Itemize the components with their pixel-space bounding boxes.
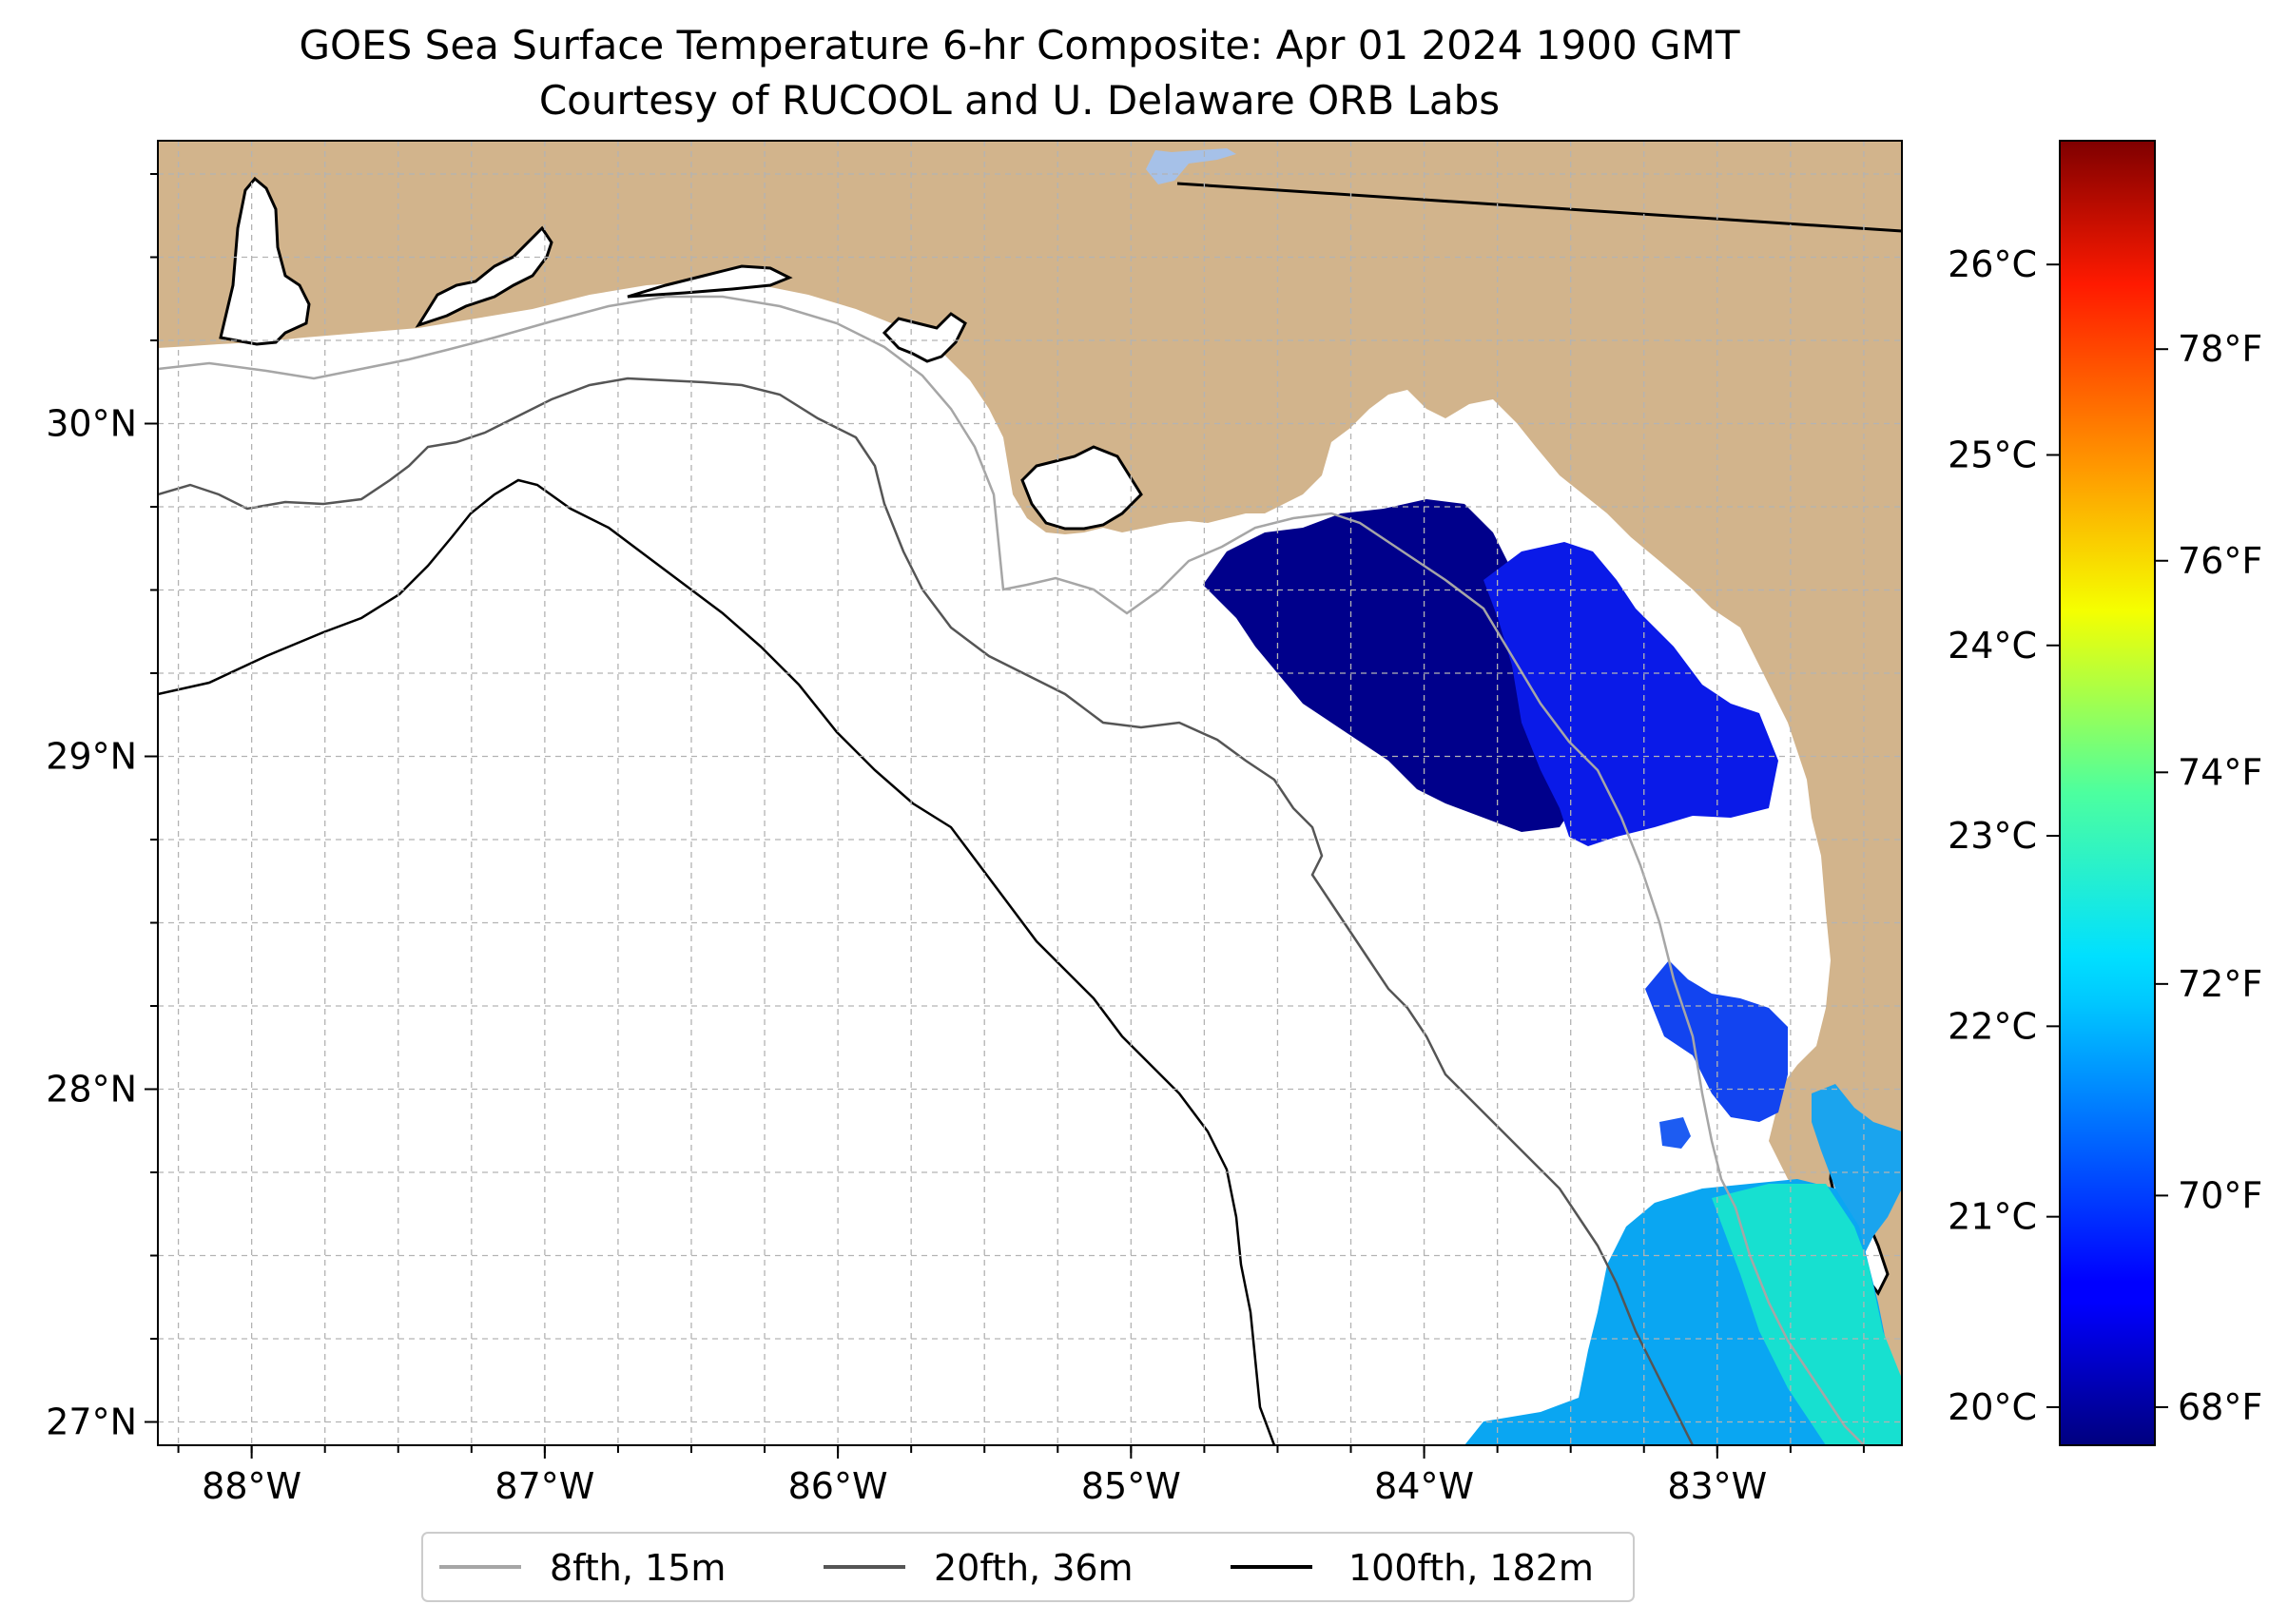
bays — [219, 176, 1890, 1296]
colorbar-fahrenheit-label: 76°F — [2178, 540, 2262, 582]
colorbar-celsius-axis: 20°C 21°C 22°C 23°C 24°C 25°C 26°C — [1948, 243, 2060, 1428]
legend-box — [421, 1532, 1635, 1602]
colorbar-celsius-label: 20°C — [1948, 1386, 2037, 1428]
state-boundary — [1176, 182, 1902, 233]
colorbar-fahrenheit-label: 68°F — [2178, 1386, 2262, 1428]
lon-tick-label: 84°W — [1374, 1465, 1474, 1507]
lake — [1146, 148, 1236, 184]
colorbar: 20°C 21°C 22°C 23°C 24°C 25°C 26°C 68°F 70°F 72°… — [1948, 140, 2262, 1446]
isobath-20fth — [158, 377, 1695, 1445]
sst-patch-small — [1659, 1117, 1691, 1149]
legend-item-100fth: 100fth, 182m — [1231, 1547, 1594, 1589]
sst-patch-tampa — [1812, 1084, 1902, 1255]
legend-label-100fth: 100fth, 182m — [1348, 1547, 1594, 1589]
pensacola-bay — [415, 225, 553, 328]
colorbar-fahrenheit-label: 70°F — [2178, 1174, 2262, 1216]
colorbar-celsius-label: 23°C — [1948, 815, 2037, 857]
legend-label-8fth: 8fth, 15m — [550, 1547, 726, 1589]
sst-patch-big-bend-east — [1483, 542, 1778, 846]
colorbar-fahrenheit-label: 74°F — [2178, 751, 2262, 793]
colorbar-fahrenheit-label: 78°F — [2178, 328, 2262, 370]
map-panel: 88°W 87°W 86°W 85°W 84°W 83°W 30°N 29°N 28°N 27°… — [46, 140, 1903, 1507]
land-area — [158, 141, 1902, 1426]
longitude-axis: 88°W 87°W 86°W 85°W 84°W 83°W — [177, 1445, 1865, 1507]
legend: 8fth, 15m 20fth, 36m 100fth, 182m — [421, 1532, 1635, 1602]
legend-label-20fth: 20fth, 36m — [934, 1547, 1134, 1589]
lon-tick-label: 83°W — [1667, 1465, 1767, 1507]
lat-tick-label: 28°N — [46, 1069, 137, 1111]
legend-item-20fth: 20fth, 36m — [824, 1547, 1134, 1589]
colorbar-celsius-label: 21°C — [1948, 1196, 2037, 1238]
colorbar-fahrenheit-axis: 68°F 70°F 72°F 74°F 76°F 78°F — [2155, 328, 2262, 1428]
latitude-axis: 30°N 29°N 28°N 27°N — [46, 173, 158, 1443]
sst-patch-south-warm — [1712, 1184, 1902, 1445]
lon-tick-label: 85°W — [1081, 1465, 1181, 1507]
map-border — [157, 140, 1903, 1446]
gridlines — [158, 141, 1902, 1445]
lat-tick-label: 30°N — [46, 403, 137, 445]
colorbar-fahrenheit-label: 72°F — [2178, 963, 2262, 1005]
isobath-8fth — [158, 295, 1865, 1445]
colorbar-celsius-label: 26°C — [1948, 243, 2037, 285]
colorbar-celsius-label: 22°C — [1948, 1005, 2037, 1047]
st-andrews-bay — [882, 312, 967, 363]
chart-title-line2: Courtesy of RUCOOL and U. Delaware ORB L… — [539, 77, 1500, 124]
legend-item-8fth: 8fth, 15m — [439, 1547, 726, 1589]
lon-tick-label: 87°W — [494, 1465, 594, 1507]
chart-title-line1: GOES Sea Surface Temperature 6-hr Compos… — [300, 22, 1740, 68]
colorbar-celsius-label: 25°C — [1948, 434, 2037, 475]
isobath-100fth — [158, 478, 1276, 1445]
lon-tick-label: 88°W — [202, 1465, 301, 1507]
lon-tick-label: 86°W — [788, 1465, 888, 1507]
colorbar-celsius-label: 24°C — [1948, 625, 2037, 667]
mobile-bay — [219, 176, 311, 346]
lat-tick-label: 27°N — [46, 1402, 137, 1443]
lat-tick-label: 29°N — [46, 736, 137, 778]
apalachicola-bay — [1020, 445, 1143, 531]
choctawhatchee-bay — [627, 264, 793, 299]
colorbar-gradient — [2059, 140, 2156, 1446]
